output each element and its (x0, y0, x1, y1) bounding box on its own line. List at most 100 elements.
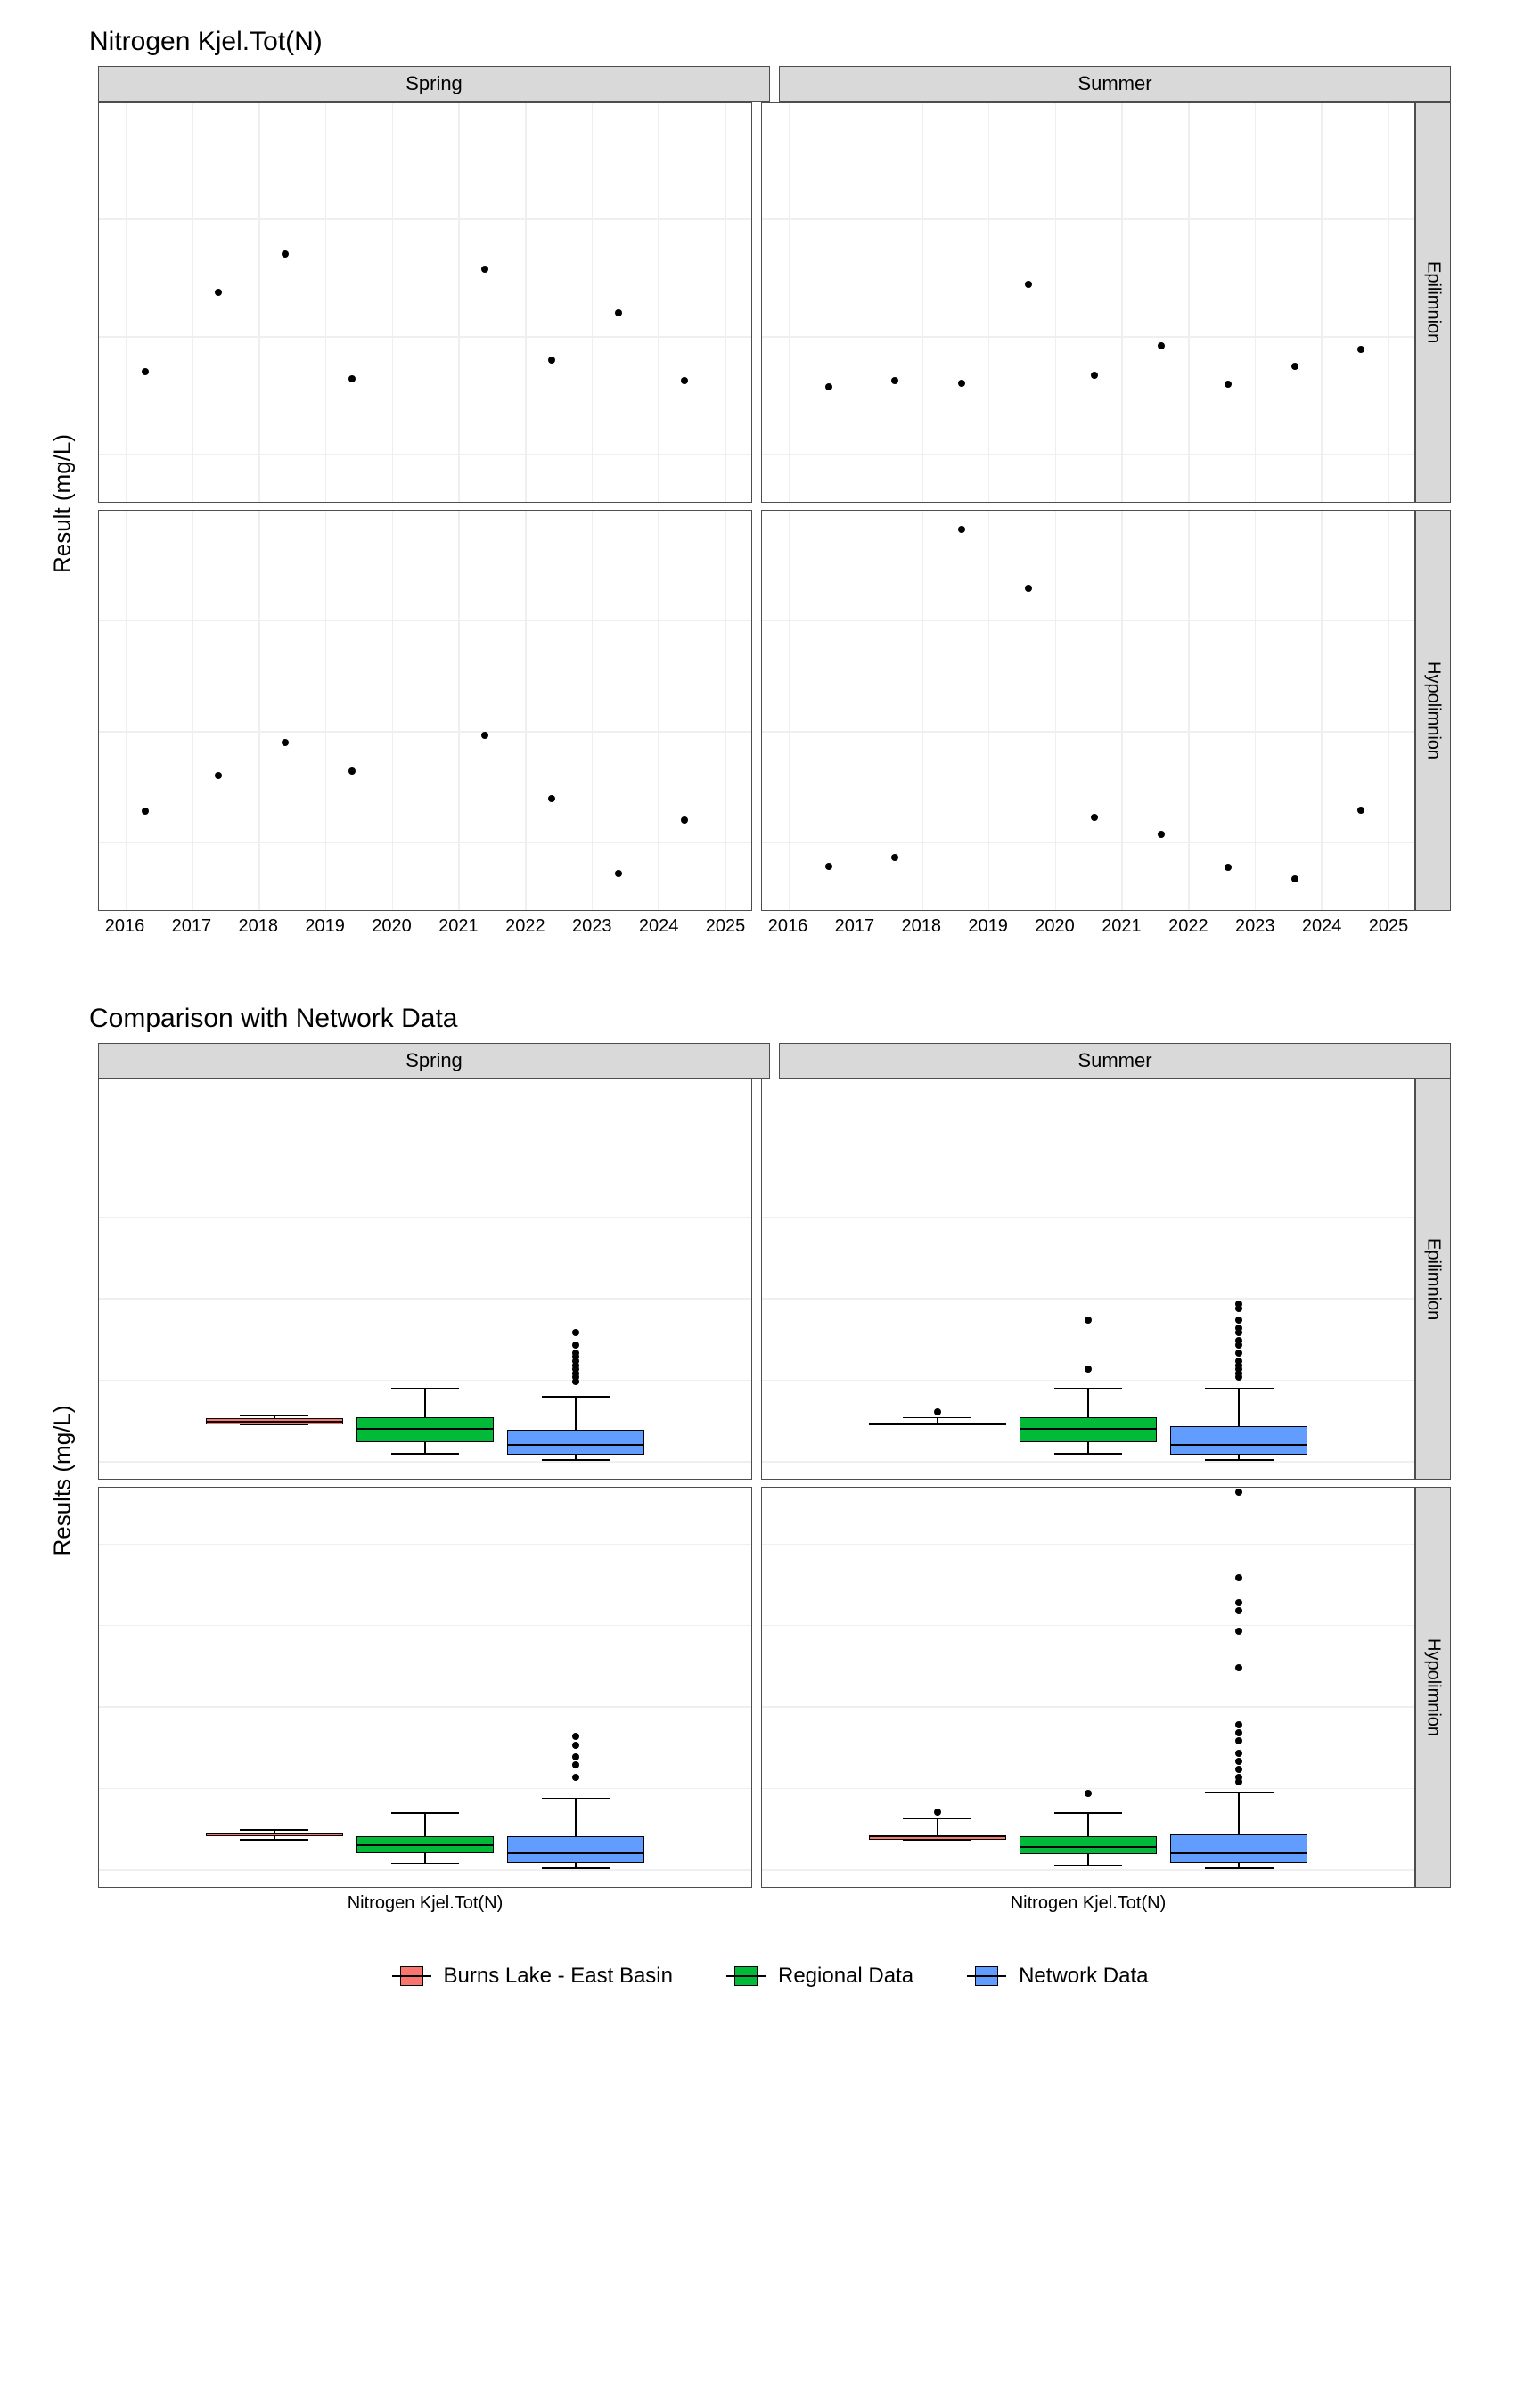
data-point (1357, 346, 1364, 353)
scatter-panel-spring-epi: 0.40.50.6 (98, 102, 752, 503)
data-point (825, 383, 832, 390)
data-point (1091, 814, 1098, 821)
box-grid-body: Spring Summer 01234Epilimnion01234Hypoli… (98, 1043, 1451, 1918)
scatter-col-strips: Spring Summer (98, 66, 1451, 102)
box-row-strip-hypo: Hypolimnion (1415, 1487, 1451, 1888)
box-network (1170, 1834, 1307, 1863)
box-panel-summer-epi (761, 1079, 1415, 1480)
data-point (1158, 831, 1165, 838)
scatter-y-axis-title: Result (mg/L) (49, 434, 77, 573)
x-tick: 2016 (768, 916, 808, 937)
box-col-strip-summer: Summer (779, 1043, 1451, 1079)
boxplot-facet-grid: Results (mg/L) Spring Summer 01234Epilim… (36, 1043, 1504, 1918)
outlier (1235, 1737, 1242, 1744)
outlier (1235, 1750, 1242, 1757)
scatter-facet-grid: Result (mg/L) Spring Summer 0.40.50.6Epi… (36, 66, 1504, 941)
legend-label: Regional Data (778, 1964, 913, 1989)
outlier (1235, 1317, 1242, 1324)
outlier (1235, 1489, 1242, 1496)
outlier (572, 1774, 579, 1781)
box-x-label-0: Nitrogen Kjel.Tot(N) (348, 1893, 504, 1914)
outlier (1235, 1599, 1242, 1606)
data-point (548, 357, 555, 364)
legend-label: Network Data (1019, 1964, 1148, 1989)
outlier (572, 1342, 579, 1349)
data-point (1357, 807, 1364, 814)
x-tick: 2021 (1102, 916, 1142, 937)
outlier (572, 1329, 579, 1336)
data-point (282, 739, 289, 746)
outlier (1235, 1758, 1242, 1765)
data-point (681, 816, 688, 824)
outlier (1235, 1664, 1242, 1671)
x-tick: 2020 (1035, 916, 1075, 937)
data-point (348, 767, 356, 775)
x-tick: 2016 (105, 916, 145, 937)
x-tick: 2023 (1235, 916, 1275, 937)
data-point (481, 266, 488, 273)
legend-item-network: Network Data (967, 1963, 1148, 1990)
outlier (572, 1761, 579, 1768)
legend-label: Burns Lake - East Basin (444, 1964, 673, 1989)
data-point (1225, 864, 1232, 871)
outlier (934, 1408, 941, 1415)
data-point (1158, 342, 1165, 349)
scatter-panel-spring-hypo: 0.40.50.6 (98, 510, 752, 911)
legend-item-regional: Regional Data (726, 1963, 913, 1990)
boxplot-title: Comparison with Network Data (36, 1004, 1504, 1034)
x-tick: 2019 (305, 916, 345, 937)
data-point (1291, 363, 1298, 370)
x-tick: 2025 (1369, 916, 1409, 937)
x-tick: 2020 (372, 916, 412, 937)
x-tick: 2017 (172, 916, 212, 937)
box-col-strip-spring: Spring (98, 1043, 770, 1079)
x-tick: 2024 (1302, 916, 1342, 937)
data-point (891, 854, 898, 861)
outlier (1235, 1350, 1242, 1357)
outlier (934, 1809, 941, 1816)
scatter-rows: 0.40.50.6Epilimnion0.40.50.6Hypolimnion (98, 102, 1451, 911)
box-network (507, 1836, 644, 1862)
data-point (958, 380, 965, 387)
data-point (1225, 381, 1232, 388)
outlier (572, 1350, 579, 1357)
x-tick: 2022 (505, 916, 545, 937)
box-row-strip-epi: Epilimnion (1415, 1079, 1451, 1480)
outlier (1235, 1721, 1242, 1728)
data-point (891, 377, 898, 384)
data-point (548, 795, 555, 802)
x-tick: 2025 (706, 916, 746, 937)
x-tick: 2018 (239, 916, 279, 937)
x-tick: 2022 (1168, 916, 1208, 937)
x-tick: 2018 (902, 916, 942, 937)
outlier (1235, 1766, 1242, 1773)
outlier (1235, 1574, 1242, 1581)
x-tick: 2021 (438, 916, 479, 937)
data-point (681, 377, 688, 384)
data-point (615, 870, 622, 877)
x-tick: 2023 (572, 916, 612, 937)
data-point (282, 250, 289, 258)
outlier (1235, 1729, 1242, 1736)
box-rows: 01234Epilimnion01234Hypolimnion (98, 1079, 1451, 1888)
scatter-x-ticks: 2016 2017 2018 2019 2020 2021 2022 2023 2024 2025… (98, 911, 1451, 941)
data-point (348, 375, 356, 382)
legend: Burns Lake - East Basin Regional Data Netw… (36, 1963, 1504, 1990)
x-tick: 2024 (639, 916, 679, 937)
page: Nitrogen Kjel.Tot(N) Result (mg/L) Sprin… (0, 0, 1540, 2396)
data-point (1025, 281, 1032, 288)
outlier (572, 1733, 579, 1740)
outlier (572, 1753, 579, 1760)
outlier (1085, 1317, 1092, 1324)
data-point (1025, 585, 1032, 592)
x-tick: 2017 (835, 916, 875, 937)
data-point (1091, 372, 1098, 379)
col-strip-summer: Summer (779, 66, 1451, 102)
box-panel-spring-epi: 01234 (98, 1079, 752, 1480)
data-point (958, 526, 965, 533)
data-point (825, 863, 832, 870)
box-x-ticks: Nitrogen Kjel.Tot(N) Nitrogen Kjel.Tot(N… (98, 1888, 1451, 1918)
x-tick: 2019 (968, 916, 1008, 937)
scatter-grid-body: Spring Summer 0.40.50.6Epilimnion0.40.50… (98, 66, 1451, 941)
box-panel-summer-hypo (761, 1487, 1415, 1888)
